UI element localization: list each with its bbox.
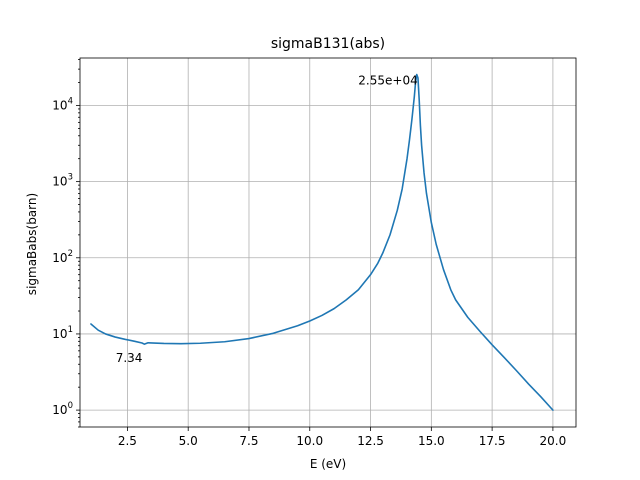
y-tick-label-exponent: 0 xyxy=(68,401,73,411)
y-tick-label-base: 10 xyxy=(52,98,67,112)
chart-title: sigmaB131(abs) xyxy=(271,36,385,52)
x-tick-label: 17.5 xyxy=(479,434,506,448)
y-tick-label-exponent: 3 xyxy=(68,173,73,183)
y-tick-label-base: 10 xyxy=(52,175,67,189)
y-axis-title: sigmaBabs(barn) xyxy=(25,193,39,295)
y-tick-label-base: 10 xyxy=(52,403,67,417)
y-tick-label-base: 10 xyxy=(52,327,67,341)
x-tick-label: 15.0 xyxy=(418,434,445,448)
annotation-label: 7.34 xyxy=(116,351,143,365)
x-tick-label: 2.5 xyxy=(118,434,137,448)
y-tick-label-exponent: 4 xyxy=(68,96,73,106)
y-tick-label-exponent: 1 xyxy=(68,325,73,335)
x-tick-label: 10.0 xyxy=(296,434,323,448)
x-tick-label: 7.5 xyxy=(239,434,258,448)
x-axis-title: E (eV) xyxy=(310,457,346,471)
x-tick-label: 20.0 xyxy=(540,434,567,448)
y-tick-label-exponent: 2 xyxy=(68,249,73,259)
x-tick-label: 12.5 xyxy=(357,434,384,448)
y-tick-label-base: 10 xyxy=(52,251,67,265)
x-tick-label: 5.0 xyxy=(179,434,198,448)
annotation-label: 2.55e+04 xyxy=(358,74,417,88)
